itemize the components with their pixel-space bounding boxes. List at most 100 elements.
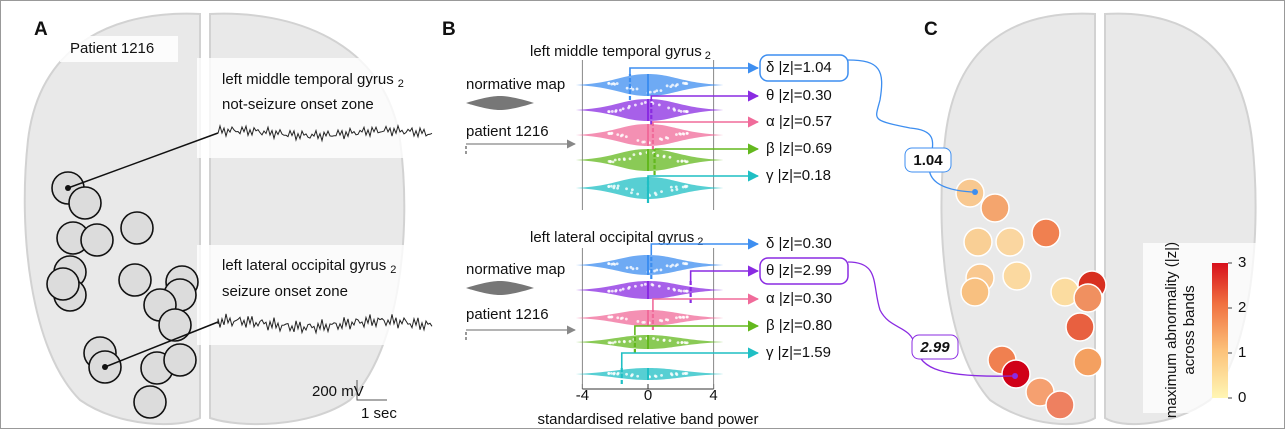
electrode [68,186,102,220]
eeg-trace [217,123,433,143]
region-name: left middle temporal gyrus 2 [222,71,404,90]
violin-dot [616,372,620,376]
violin-dot [617,158,621,161]
violin [575,74,724,96]
violin-dot [653,269,656,273]
violin-dot [682,81,685,85]
region-title: left lateral occipital gyrus 2 [530,229,703,248]
violin-dot [610,82,614,86]
electrode [120,211,154,245]
region-status: seizure onset zone [222,283,348,300]
violin-dot [639,152,642,156]
violin-dot [614,110,618,113]
band-arrow [629,62,760,74]
subscript: 2 [697,236,703,248]
electrode-dot [102,364,108,370]
band-label: δ |z|=0.30 [766,235,832,252]
band-arrow [689,265,760,281]
legend-normative: normative map [466,76,565,93]
scale-time: 1 sec [361,405,397,422]
violin [575,149,724,171]
electrode-abnormality [963,227,993,257]
region-name: left lateral occipital gyrus 2 [222,257,396,276]
violin-dot [621,287,625,291]
eeg-trace [217,313,433,335]
violin-dot [631,87,635,91]
violin [575,310,724,326]
violin-dot [667,106,670,110]
band-arrow [652,293,760,310]
x-tick-label: 0 [644,387,652,404]
violin-dot [660,373,663,377]
violin-dot [613,340,617,344]
violin-dot [655,268,659,272]
violin-dot [662,338,666,342]
electrode-abnormality [1073,347,1103,377]
violin-dot [685,341,689,345]
violin-dot [620,316,624,320]
band-label: α |z|=0.57 [766,113,832,130]
violin-dot [630,374,633,378]
band-label: γ |z|=1.59 [766,344,831,361]
violin-dot [674,185,678,189]
electrode-abnormality [1031,218,1061,248]
violin-dot [672,107,676,111]
violin-dot [643,282,647,286]
violin-dot [675,316,678,320]
violin-dot [651,283,655,287]
violin-dot [610,262,614,266]
violin-dot [685,371,689,375]
violin-dot [610,289,614,293]
violin-dot [616,186,620,190]
callout: 2.99 [919,339,950,356]
violin-dot [614,289,618,293]
violin-dot [679,132,682,136]
violin-dot [619,108,622,112]
violin-dot [674,264,678,268]
legend-patient: patient 1216 [466,306,549,323]
violin-dot [682,109,686,113]
violin-dot [609,160,612,163]
violin-dot [607,289,611,293]
violin-dot [610,184,613,188]
violin-dot [615,262,619,266]
violin-dot [607,185,611,188]
patient-label: Patient 1216 [70,40,154,57]
violin-dot [653,374,657,378]
violin-dot [685,184,689,188]
violin-dot [671,83,674,87]
violin-dot [630,191,633,195]
violin-dot [635,87,639,91]
electrode-abnormality [1065,312,1095,342]
violin-dot [625,86,629,90]
violin-dot [640,102,644,106]
region-status: not-seizure onset zone [222,96,374,113]
violin-dot [669,185,673,189]
region-title: left middle temporal gyrus 2 [530,43,711,62]
violin-dot [613,262,617,266]
violin-dot [607,372,611,375]
violin-dot [643,101,647,104]
band-label: θ |z|=2.99 [766,262,832,279]
label-box [60,36,178,62]
violin-dot [682,261,685,265]
panel-letter: A [34,19,48,40]
violin-dot [664,318,668,322]
violin-dot [648,90,652,94]
violin-dot [657,284,661,288]
colorbar-box [1143,243,1261,413]
violin-dot [629,265,633,269]
violin-dot [612,184,616,188]
electrode-abnormality [955,178,985,208]
electrode [133,385,167,419]
violin-dot [622,157,626,161]
violin-dot [636,320,640,323]
label-box [197,58,440,158]
violin-dot [684,289,688,293]
violin-dot [662,154,666,158]
violin-dot [675,133,678,136]
colorbar-label: maximum abnormality (|z|) [1163,242,1180,418]
violin-dot [681,315,685,319]
violin-dot [641,321,645,324]
